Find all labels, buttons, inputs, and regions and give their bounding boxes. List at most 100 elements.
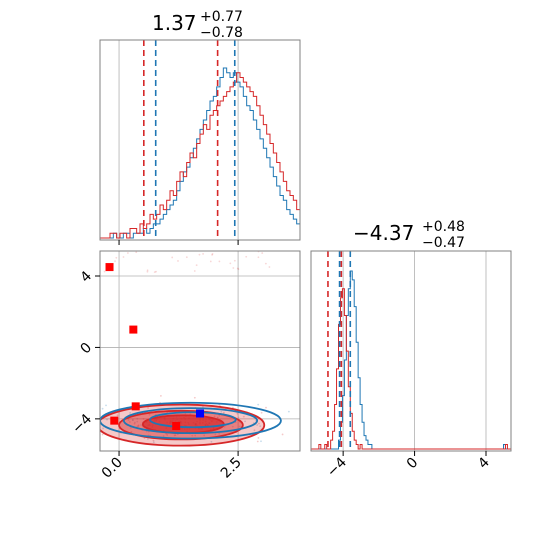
sample-point [55,263,57,265]
tick-label-sc-x-1: 2.5 [218,455,245,482]
marker-red-7 [110,416,119,425]
tick-label-r-x-1: 0 [404,455,422,473]
sample-point [136,420,139,423]
sample-point [214,433,217,436]
sample-point [52,268,54,270]
sample-point [136,417,139,420]
sample-point [148,413,151,416]
sample-point [261,252,264,254]
title-x-median: 1.37 [152,11,197,35]
sample-point [195,264,198,267]
title-x-plus: +0.77 [200,9,243,25]
sample-point [232,267,235,269]
sample-point [105,404,107,407]
sample-point [116,414,119,417]
sample-point [122,256,125,258]
sample-point [147,438,149,440]
hist-x-blue [100,67,300,239]
sample-point [260,411,263,414]
sample-point [218,414,221,417]
sample-point [147,407,149,409]
sample-point [78,256,80,258]
sample-point [265,406,267,409]
sample-point [222,411,225,414]
marker-blue-0 [196,409,204,418]
tick-label-r-x-2: 4 [475,454,493,472]
sample-point [42,260,44,262]
tick-label-sc-y-1: 0 [78,340,96,358]
sample-point [213,415,216,418]
sample-point [256,424,259,426]
marker-red-3 [67,331,75,339]
tick-label-sc-y-0: −4 [69,411,95,437]
sample-point [53,261,55,263]
marker-red-4 [34,335,42,343]
sample-point [211,254,214,256]
sample-point [174,434,177,437]
sample-point [257,437,260,439]
sample-point [115,256,118,259]
sample-point [135,251,138,254]
sample-point [229,262,232,265]
sample-point [162,435,165,437]
sample-point [216,416,219,419]
joint-scatter-panel: 0.0 2.5 −4 0 4 [29,250,351,482]
sample-point [95,261,97,263]
sample-point [257,256,260,259]
sample-point [103,270,106,273]
sample-point [159,394,162,397]
tick-label-r-x-0: −4 [324,454,350,480]
sample-point [173,434,176,437]
sample-point [140,424,142,426]
sample-point [216,416,219,419]
sample-point [136,425,139,428]
sample-point [106,418,108,421]
sample-point [203,434,206,437]
marker-red-8 [172,422,181,430]
title-y-plus: +0.48 [422,219,465,235]
marker-red-5 [29,372,37,380]
sample-point [238,425,241,428]
sample-point [259,425,262,428]
marker-red-0 [105,263,114,272]
sample-point [152,441,155,444]
histogram-param-x-panel [99,39,301,245]
sample-point [202,253,204,255]
sample-point [165,432,168,435]
sample-point [223,425,226,428]
sample-point [152,439,155,442]
marker-red-2 [129,325,138,334]
sample-point [133,422,136,425]
contour-blue-1 [122,407,259,435]
title-y-minus: −0.47 [422,235,465,251]
sample-point [146,269,149,272]
sample-point [128,421,131,423]
sample-point [146,270,149,273]
frame-top [99,39,301,241]
sample-point [218,260,221,263]
sample-point [137,425,140,428]
sample-point [94,398,96,400]
sample-point [210,440,213,443]
sample-point [66,450,68,452]
sample-point [155,270,157,273]
tick-label-sc-x-0: 0.0 [99,455,126,482]
tick-label-sc-y-2: 4 [78,268,96,286]
sample-point [258,422,260,425]
contour-blue-2 [149,411,237,429]
sample-point [245,255,248,258]
title-param-x: 1.37 +0.77 −0.78 [152,9,243,41]
sample-point [132,419,134,421]
sample-point [236,267,239,270]
sample-point [242,415,245,418]
sample-point [281,433,284,436]
sample-point [237,416,240,419]
sample-point [268,266,271,268]
sample-point [166,434,169,436]
sample-point [349,418,351,420]
sample-point [177,260,179,262]
sample-point [101,407,104,410]
sample-point [131,419,134,422]
sample-point [244,420,246,423]
